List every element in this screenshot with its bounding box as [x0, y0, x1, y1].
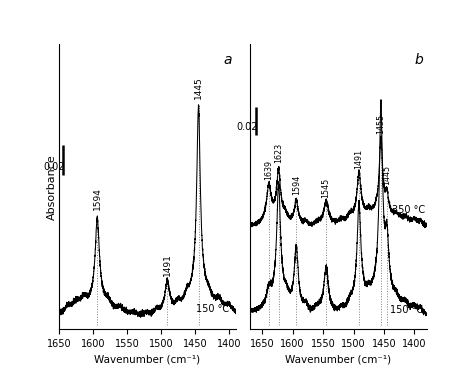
Text: 0.02: 0.02 — [43, 162, 64, 172]
Text: 1491: 1491 — [355, 149, 364, 169]
Text: 150 °C: 150 °C — [391, 306, 424, 316]
Text: b: b — [414, 53, 423, 67]
Text: 150 °C: 150 °C — [196, 304, 229, 314]
Text: 1639: 1639 — [264, 160, 273, 180]
Text: 0.02: 0.02 — [237, 122, 258, 132]
Y-axis label: Absorbance: Absorbance — [46, 154, 56, 220]
Text: 1594: 1594 — [93, 187, 102, 210]
Text: 1455: 1455 — [376, 114, 385, 134]
Text: a: a — [224, 53, 232, 67]
Text: 350 °C: 350 °C — [392, 205, 425, 215]
Text: 1545: 1545 — [322, 178, 330, 198]
Text: 1445: 1445 — [194, 76, 203, 99]
Text: 1623: 1623 — [274, 142, 283, 163]
X-axis label: Wavenumber (cm⁻¹): Wavenumber (cm⁻¹) — [285, 354, 392, 364]
Text: 1491: 1491 — [163, 253, 172, 276]
X-axis label: Wavenumber (cm⁻¹): Wavenumber (cm⁻¹) — [94, 354, 201, 364]
Text: 1445: 1445 — [383, 165, 392, 185]
Text: 1594: 1594 — [292, 175, 301, 195]
